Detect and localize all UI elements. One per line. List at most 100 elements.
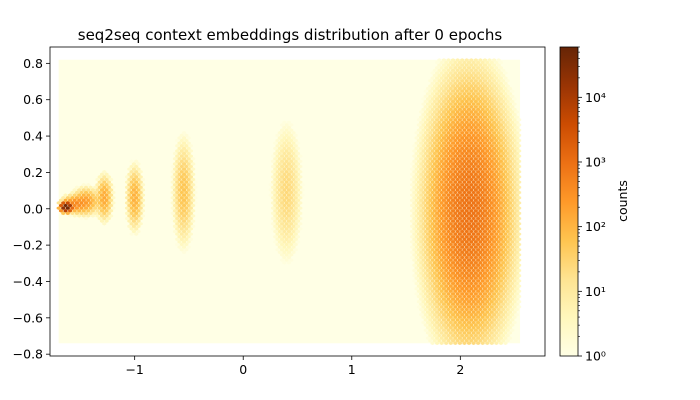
hexbin-cell xyxy=(275,227,280,231)
hexbin-cell xyxy=(485,201,490,205)
hexbin-cell xyxy=(430,169,435,174)
y-axis: −0.8−0.6−0.4−0.20.00.20.40.60.8 xyxy=(13,56,50,362)
hexbin-cell xyxy=(517,123,522,127)
hexbin-cell xyxy=(471,336,476,340)
hexbin-cell xyxy=(437,328,442,333)
hexbin-cell xyxy=(421,263,426,268)
hexbin-cell xyxy=(134,175,139,179)
hexbin-cell xyxy=(473,292,478,296)
hexbin-cell xyxy=(419,167,424,171)
hexbin-cell xyxy=(428,260,433,265)
hexbin-cell xyxy=(457,315,462,320)
hexbin-cell xyxy=(494,159,499,164)
hexbin-cell xyxy=(437,94,442,99)
hexbin-cell xyxy=(291,167,296,171)
hexbin-cell xyxy=(286,120,291,125)
hexbin-cell xyxy=(284,138,289,143)
hexbin-cell xyxy=(492,214,497,218)
hexbin-cell xyxy=(446,78,451,83)
hexbin-cell xyxy=(455,338,460,343)
hexbin-cell xyxy=(457,112,462,117)
hexbin-cell xyxy=(508,253,513,257)
hexbin-cell xyxy=(489,138,494,143)
hexbin-cell xyxy=(280,175,285,179)
hexbin-cell xyxy=(444,325,449,330)
hexbin-cell xyxy=(419,162,424,166)
hexbin-cell xyxy=(430,185,435,190)
hexbin-cell xyxy=(435,128,440,132)
hexbin-cell xyxy=(441,281,446,286)
hexbin-cell xyxy=(430,253,435,257)
hexbin-cell xyxy=(476,164,481,169)
hexbin-cell xyxy=(451,281,456,286)
hexbin-cell xyxy=(503,81,508,86)
hexbin-cell xyxy=(421,123,426,127)
hexbin-cell xyxy=(414,172,419,177)
hexbin-cell xyxy=(289,206,294,210)
hexbin-cell xyxy=(462,112,467,117)
hexbin-cell xyxy=(446,136,451,140)
hexbin-cell xyxy=(416,206,421,210)
hexbin-cell xyxy=(175,227,180,231)
hexbin-cell xyxy=(412,154,417,158)
hexbin-cell xyxy=(273,177,278,182)
hexbin-cell xyxy=(510,208,515,213)
hexbin-cell xyxy=(494,325,499,330)
hexbin-cell xyxy=(125,201,130,205)
hexbin-cell xyxy=(284,149,289,153)
hexbin-cell xyxy=(177,219,182,223)
hexbin-cell xyxy=(421,279,426,283)
hexbin-cell xyxy=(430,107,435,112)
hexbin-cell xyxy=(453,149,458,153)
hexbin-cell xyxy=(469,240,474,244)
hexbin-cell xyxy=(457,284,462,288)
hexbin-cell xyxy=(423,203,428,208)
hexbin-cell xyxy=(439,81,444,86)
hexbin-cell xyxy=(99,193,105,197)
hexbin-cell xyxy=(289,247,294,252)
hexbin-cell xyxy=(439,102,444,106)
hexbin-cell xyxy=(514,172,519,177)
hexbin-cell xyxy=(439,268,444,273)
hexbin-cell xyxy=(512,289,517,294)
hexbin-cell xyxy=(56,201,61,205)
hexbin-cell xyxy=(131,203,136,208)
hexbin-cell xyxy=(444,128,449,132)
hexbin-cell xyxy=(106,175,111,179)
hexbin-cell xyxy=(416,169,421,174)
hexbin-cell xyxy=(485,97,490,101)
hexbin-cell xyxy=(514,188,519,192)
hexbin-cell xyxy=(508,299,513,304)
hexbin-cell xyxy=(498,325,503,330)
hexbin-cell xyxy=(498,107,503,112)
hexbin-cell xyxy=(419,286,424,291)
hexbin-cell xyxy=(482,297,487,301)
hexbin-cell xyxy=(63,193,68,197)
hexbin-cell xyxy=(457,76,462,80)
hexbin-cell xyxy=(451,146,456,151)
hexbin-cell xyxy=(191,156,196,161)
hexbin-cell xyxy=(425,195,430,200)
hexbin-cell xyxy=(496,177,501,182)
hexbin-cell xyxy=(425,190,430,195)
hexbin-cell xyxy=(457,159,462,164)
hexbin-cell xyxy=(501,214,506,218)
hexbin-cell xyxy=(270,211,275,216)
hexbin-cell xyxy=(134,169,139,174)
hexbin-cell xyxy=(423,307,428,312)
hexbin-cell xyxy=(446,99,451,104)
hexbin-cell xyxy=(464,188,469,192)
hexbin-cell xyxy=(448,117,453,122)
hexbin-cell xyxy=(480,143,485,148)
hexbin-cell xyxy=(451,136,456,140)
hexbin-cell xyxy=(293,164,298,169)
hexbin-cell xyxy=(471,81,476,86)
hexbin-cell xyxy=(457,216,462,221)
hexbin-cell xyxy=(464,333,469,338)
hexbin-cell xyxy=(439,211,444,216)
hexbin-cell xyxy=(125,211,130,216)
hexbin-cell xyxy=(432,130,437,135)
hexbin-cell xyxy=(451,151,456,156)
hexbin-cell xyxy=(487,198,492,203)
hexbin-cell xyxy=(508,175,513,179)
